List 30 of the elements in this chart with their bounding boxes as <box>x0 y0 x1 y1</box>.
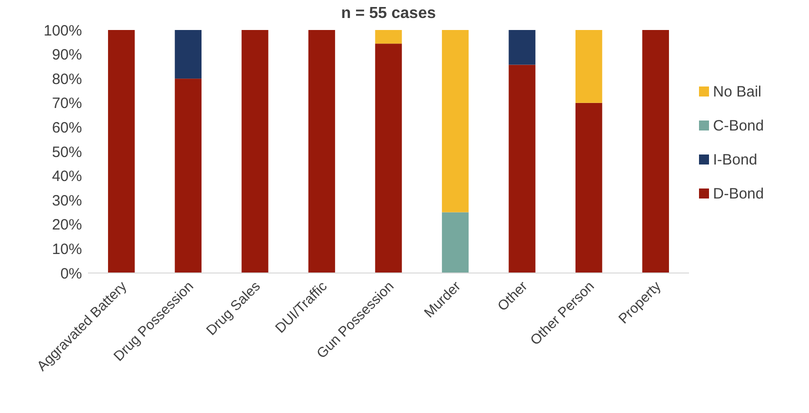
bar <box>575 30 602 103</box>
y-tick-label: 50% <box>52 144 82 161</box>
bar <box>174 30 202 79</box>
y-tick-label: 60% <box>52 119 82 136</box>
bar <box>575 102 602 273</box>
legend-label: No Bail <box>713 84 762 100</box>
y-tick-label: 0% <box>60 265 82 282</box>
bar <box>442 212 469 273</box>
bar <box>308 30 336 273</box>
bar <box>508 30 536 65</box>
y-tick-label: 100% <box>44 22 82 40</box>
legend-label: I-Bond <box>713 152 758 168</box>
bar <box>174 78 202 273</box>
y-tick-label: 30% <box>52 192 82 210</box>
y-tick-label: 10% <box>52 240 82 258</box>
bar <box>642 30 669 273</box>
y-tick-label: 40% <box>52 168 82 186</box>
chart-title: n = 55 cases <box>341 5 436 22</box>
y-tick-label: 20% <box>52 216 82 234</box>
legend-label: C-Bond <box>713 118 764 134</box>
y-tick-label: 70% <box>52 95 82 112</box>
y-tick-label: 80% <box>52 70 82 88</box>
bar <box>442 30 469 212</box>
bar <box>375 44 402 273</box>
legend-label: D-Bond <box>713 186 764 202</box>
bar <box>108 30 135 273</box>
bar <box>508 64 536 273</box>
bar <box>242 30 268 273</box>
bar <box>375 30 402 44</box>
y-tick-label: 90% <box>52 46 82 64</box>
